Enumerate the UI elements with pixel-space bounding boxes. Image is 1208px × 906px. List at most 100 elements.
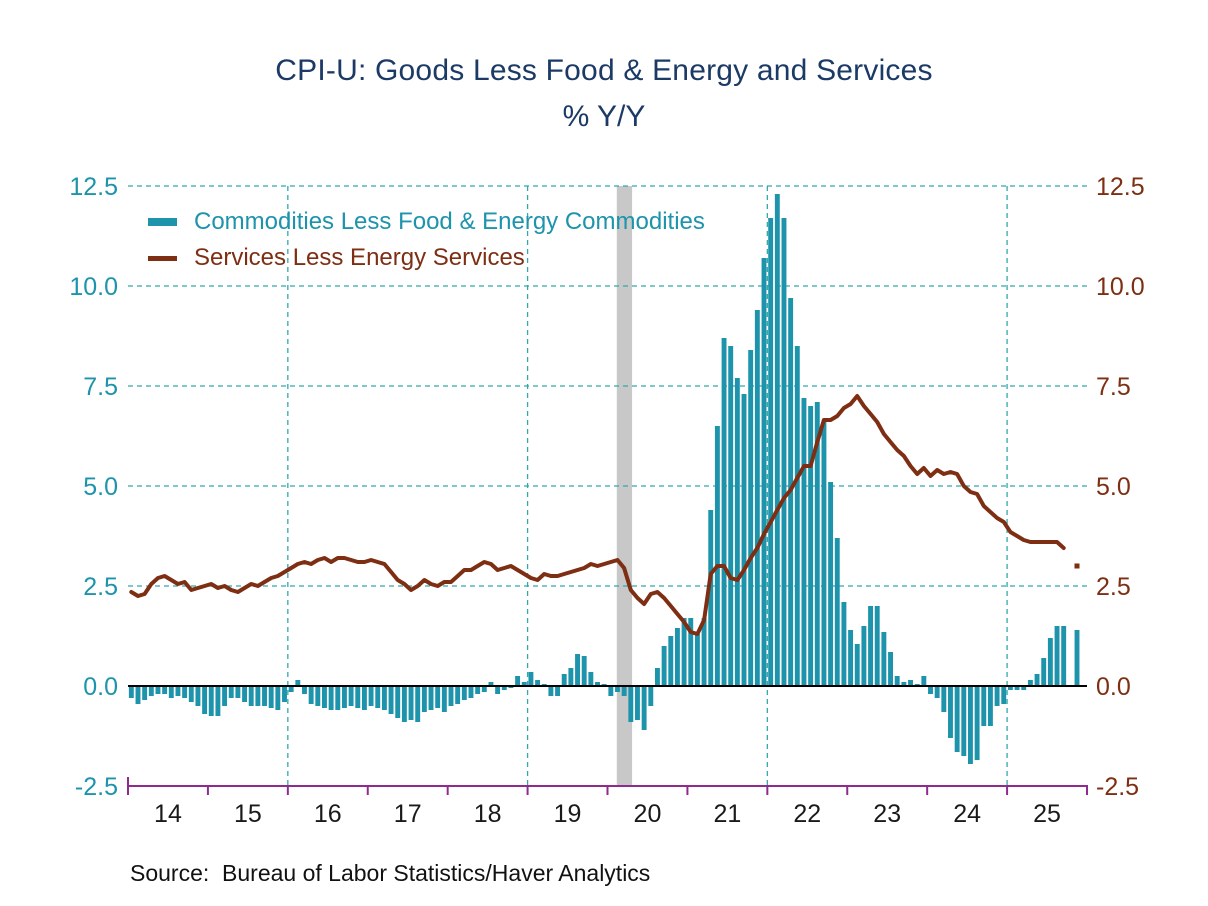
bar [968,686,973,764]
bar [535,680,541,686]
bar [854,644,860,686]
services-line [129,394,1080,636]
bar [142,686,148,700]
bar [714,426,720,686]
y-tick-label-right: 12.5 [1096,173,1145,201]
x-tick-label: 15 [234,800,262,828]
bar [128,686,134,698]
bar [781,218,787,686]
bar [308,686,314,704]
bar [694,634,700,686]
bar [721,338,727,686]
bar [621,686,627,696]
legend-label-commodities: Commodities Less Food & Energy Commoditi… [194,208,705,235]
bar [641,686,647,730]
bar [488,682,494,686]
bar [188,686,194,702]
x-tick-label: 14 [154,800,182,828]
x-tick-label: 22 [793,800,821,828]
bar [588,672,594,686]
y-tick-label-right: 7.5 [1096,373,1131,401]
bar [528,672,534,686]
bar [448,686,454,706]
bar [1007,686,1013,690]
chart-subtitle: % Y/Y [562,100,646,133]
commodities-series-swatch [148,218,177,226]
bar [408,686,414,720]
bar [608,686,614,696]
y-tick-label-right: 5.0 [1096,473,1131,501]
services-series-swatch [148,255,177,261]
bar [748,350,754,686]
bar [901,682,907,686]
bar [874,606,880,686]
y-tick-label-left: 12.5 [69,173,118,201]
bar [868,606,874,686]
x-tick-label: 18 [474,800,502,828]
bar [548,686,554,696]
bar [341,686,347,708]
commodities-bars [128,194,1080,764]
y-axis-left-labels: 12.5 10.0 7.5 5.0 2.5 0.0 -2.5 [69,173,118,801]
x-tick-label: 21 [713,800,741,828]
bar [555,686,560,696]
bar [595,682,600,686]
legend-label-services: Services Less Energy Services [194,244,525,271]
bar [268,686,274,708]
bar [934,686,940,698]
y-tick-label-right: 10.0 [1096,273,1145,301]
bar [761,258,767,686]
bar [455,686,461,704]
bar [655,668,660,686]
bar [388,686,394,714]
services-line-path [129,394,1066,636]
y-axis-right-labels: 12.5 10.0 7.5 5.0 2.5 0.0 -2.5 [1096,173,1145,801]
bar [495,686,501,694]
bar [928,686,933,694]
bar [881,632,887,686]
y-tick-label-left: 5.0 [83,473,118,501]
bar [635,686,640,720]
bar [155,686,161,694]
bar [1054,626,1060,686]
source-note: Source: Bureau of Labor Statistics/Haver… [130,860,651,886]
bar [475,686,481,694]
bar [368,686,374,706]
bar [208,686,214,716]
bar [1014,686,1020,690]
bar [215,686,221,716]
bar [561,674,567,686]
bar [415,686,421,722]
bar [921,676,927,686]
bar [242,686,247,702]
bar [335,686,341,710]
bar [828,482,834,686]
bar [228,686,234,698]
bar [481,686,487,692]
bar [821,422,827,686]
bar [568,668,574,686]
bar [222,686,228,706]
bar [894,676,900,686]
chart-title: CPI-U: Goods Less Food & Energy and Serv… [275,54,933,87]
x-tick-label: 16 [314,800,342,828]
bar [615,686,620,692]
bar [701,618,707,686]
bar [248,686,254,706]
bar [674,628,680,686]
legend-item-commodities: Commodities Less Food & Energy Commoditi… [148,204,705,240]
bar [841,602,847,686]
bar [994,686,1000,706]
bar [435,686,441,708]
bar [948,686,953,738]
bar [195,686,201,706]
bar [848,630,854,686]
y-tick-label-right: 2.5 [1096,573,1131,601]
x-tick-label: 23 [873,800,901,828]
bar [768,218,774,686]
bar [515,676,521,686]
x-tick-label: 25 [1033,800,1061,828]
bar [148,686,154,696]
bar [202,686,208,714]
bar [401,686,407,722]
